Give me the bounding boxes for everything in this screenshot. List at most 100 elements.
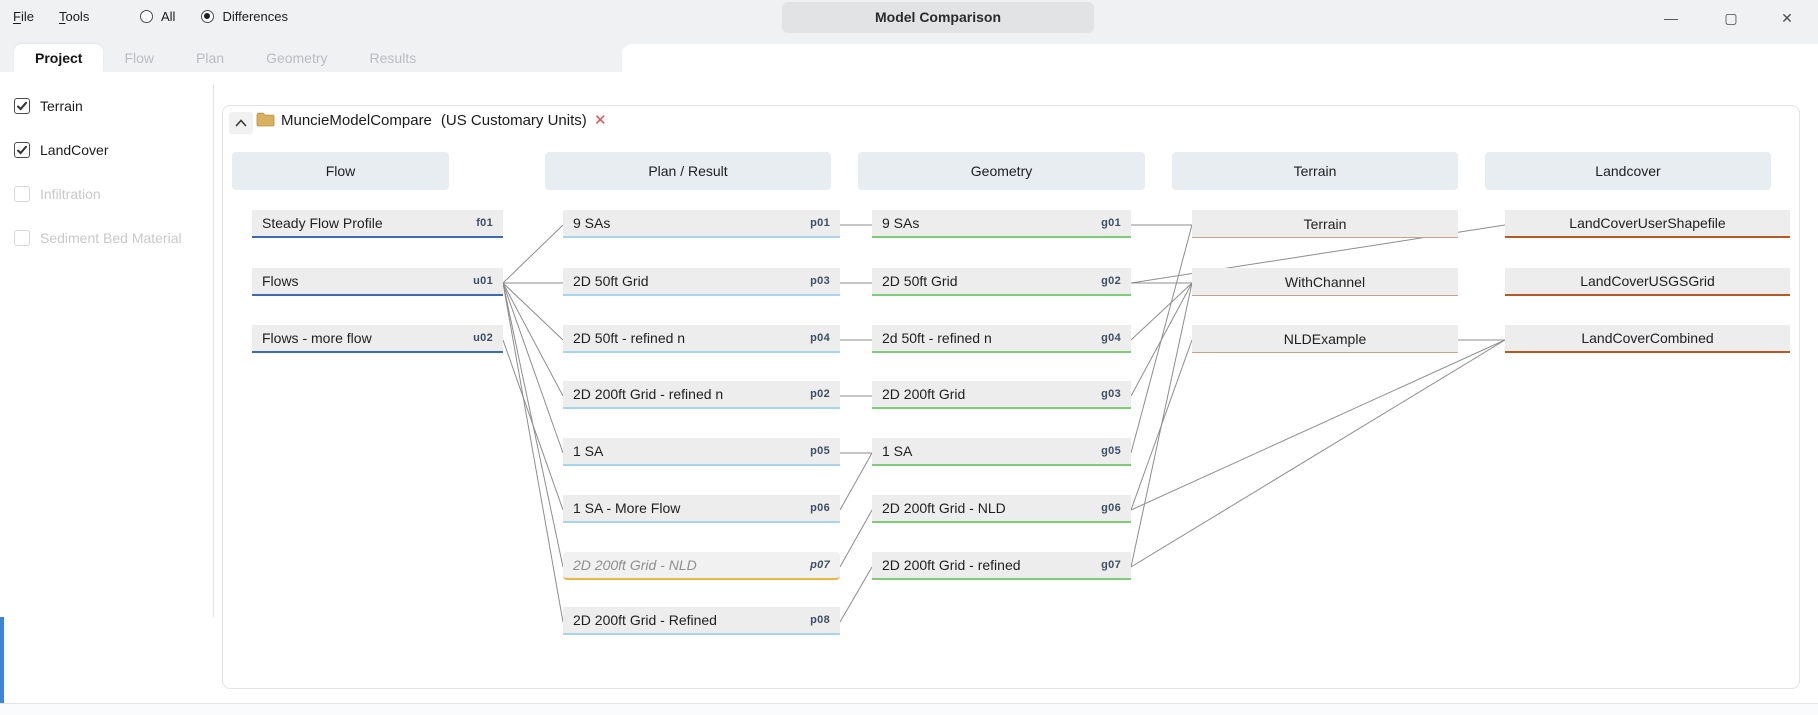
node-label: 2D 200ft Grid - NLD — [573, 557, 697, 573]
node-l03[interactable]: LandCoverCombined — [1505, 325, 1790, 353]
node-t02[interactable]: WithChannel — [1192, 268, 1458, 296]
node-l02[interactable]: LandCoverUSGSGrid — [1505, 268, 1790, 296]
node-g06[interactable]: 2D 200ft Grid - NLD g06 — [872, 495, 1131, 523]
minimize-button[interactable]: — — [1664, 10, 1678, 26]
node-u01[interactable]: Flows u01 — [252, 268, 503, 296]
node-label: NLDExample — [1283, 330, 1367, 347]
window-edge-accent — [0, 617, 4, 703]
node-badge: g05 — [1101, 445, 1121, 457]
tab-flow[interactable]: Flow — [124, 50, 155, 66]
node-label: Flows — [262, 273, 299, 289]
node-badge: p04 — [810, 332, 830, 344]
node-label: LandCoverCombined — [1581, 330, 1714, 346]
node-badge: p03 — [810, 275, 830, 287]
node-badge: g02 — [1101, 275, 1121, 287]
collapse-button[interactable] — [229, 112, 253, 134]
node-label: Terrain — [1303, 215, 1347, 232]
project-title: MuncieModelCompare (US Customary Units) — [281, 112, 587, 129]
radio-all[interactable]: All — [140, 9, 175, 24]
node-badge: g06 — [1101, 502, 1121, 514]
sidebar-divider — [213, 85, 214, 617]
menu-bar: File Tools — [13, 9, 89, 24]
node-t03[interactable]: NLDExample — [1192, 325, 1458, 353]
connection-p08-g07 — [839, 566, 873, 623]
node-label: 2d 50ft - refined n — [882, 330, 992, 346]
project-units: (US Customary Units) — [440, 112, 587, 129]
node-badge: p06 — [810, 502, 830, 514]
column-header-terrain: Terrain — [1172, 152, 1458, 190]
connection-u01-p01 — [502, 224, 564, 284]
node-badge: g01 — [1101, 217, 1121, 229]
chevron-up-icon — [235, 119, 247, 127]
node-label: 2D 200ft Grid - Refined — [573, 612, 717, 628]
tab-project[interactable]: Project — [14, 44, 104, 72]
node-label: 2D 200ft Grid - refined n — [573, 386, 724, 402]
node-u02[interactable]: Flows - more flow u02 — [252, 325, 503, 353]
node-label: 1 SA — [573, 443, 604, 459]
node-t01[interactable]: Terrain — [1192, 210, 1458, 238]
tab-bar: Project Flow Plan Geometry Results — [14, 44, 437, 72]
checkbox-icon — [14, 142, 30, 158]
checkbox-infiltration: Infiltration — [14, 184, 182, 204]
checkbox-label: Sediment Bed Material — [40, 230, 182, 246]
node-g05[interactable]: 1 SA g05 — [872, 438, 1131, 466]
node-badge: u02 — [473, 332, 493, 344]
checkbox-icon — [14, 98, 30, 114]
node-p03[interactable]: 2D 50ft Grid p03 — [563, 268, 840, 296]
tab-plan[interactable]: Plan — [196, 50, 225, 66]
node-p08[interactable]: 2D 200ft Grid - Refined p08 — [563, 607, 840, 635]
node-label: 2D 50ft - refined n — [573, 330, 686, 346]
node-l01[interactable]: LandCoverUserShapefile — [1505, 210, 1790, 238]
node-p02[interactable]: 2D 200ft Grid - refined n p02 — [563, 381, 840, 409]
node-g02[interactable]: 2D 50ft Grid g02 — [872, 268, 1131, 296]
tab-results[interactable]: Results — [369, 50, 417, 66]
remove-project-icon[interactable]: ✕ — [594, 112, 607, 129]
connection-p06-g05 — [839, 452, 873, 511]
node-g03[interactable]: 2D 200ft Grid g03 — [872, 381, 1131, 409]
maximize-button[interactable]: ▢ — [1724, 9, 1738, 26]
tab-geometry[interactable]: Geometry — [266, 50, 328, 66]
node-g07[interactable]: 2D 200ft Grid - refined g07 — [872, 552, 1131, 580]
window-bottom-edge — [0, 703, 1818, 715]
connection-p07-g06 — [839, 509, 873, 568]
connection-g06-l03 — [1130, 339, 1506, 511]
menu-tools[interactable]: Tools — [58, 9, 90, 24]
node-f01[interactable]: Steady Flow Profile f01 — [252, 210, 503, 238]
node-p04[interactable]: 2D 50ft - refined n p04 — [563, 325, 840, 353]
checkbox-label: Terrain — [40, 98, 83, 114]
node-g01[interactable]: 9 SAs g01 — [872, 210, 1131, 238]
radio-all-label: All — [161, 9, 176, 24]
node-label: 9 SAs — [882, 215, 920, 231]
node-p01[interactable]: 9 SAs p01 — [563, 210, 840, 238]
connection-u01-p08 — [502, 282, 564, 623]
node-p07[interactable]: 2D 200ft Grid - NLD p07 — [563, 552, 840, 580]
column-header-flow: Flow — [232, 152, 449, 190]
node-g04[interactable]: 2d 50ft - refined n g04 — [872, 325, 1131, 353]
node-badge: p02 — [810, 388, 830, 400]
content-rounded-corner — [622, 44, 1818, 78]
checkbox-terrain[interactable]: Terrain — [14, 96, 182, 116]
node-label: WithChannel — [1284, 273, 1366, 290]
menu-file[interactable]: File — [13, 9, 34, 24]
connection-u01-p05 — [502, 282, 564, 454]
radio-all-circle — [140, 10, 153, 23]
checkbox-landcover[interactable]: LandCover — [14, 140, 182, 160]
checkbox-label: LandCover — [40, 142, 109, 158]
node-badge: p05 — [810, 445, 830, 457]
connection-g07-t02 — [1130, 282, 1193, 568]
project-name: MuncieModelCompare — [281, 112, 432, 129]
node-p06[interactable]: 1 SA - More Flow p06 — [563, 495, 840, 523]
connection-g04-t02 — [1130, 282, 1193, 341]
connection-g05-t01 — [1130, 224, 1193, 454]
radio-differences-circle — [201, 10, 215, 23]
connection-u01-p02 — [502, 282, 564, 397]
node-label: LandCoverUSGSGrid — [1580, 273, 1715, 289]
checkbox-icon — [14, 230, 30, 246]
sidebar-checklist: Terrain LandCover Infiltration Sediment Bed… — [14, 96, 182, 248]
checkbox-sediment-bed-material: Sediment Bed Material — [14, 228, 182, 248]
close-button[interactable]: ✕ — [1781, 9, 1793, 26]
node-label: 2D 200ft Grid - NLD — [882, 500, 1006, 516]
node-p05[interactable]: 1 SA p05 — [563, 438, 840, 466]
node-badge: p08 — [810, 614, 830, 626]
radio-differences[interactable]: Differences — [201, 9, 288, 24]
